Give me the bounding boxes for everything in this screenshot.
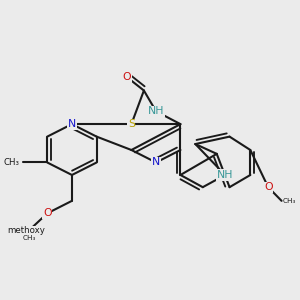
Text: N: N xyxy=(152,158,160,167)
Text: NH: NH xyxy=(148,106,164,116)
Text: O: O xyxy=(123,72,131,82)
Text: S: S xyxy=(128,119,135,129)
Text: CH₃: CH₃ xyxy=(283,198,296,204)
Text: O: O xyxy=(43,208,52,218)
Text: O: O xyxy=(264,182,272,192)
Text: NH: NH xyxy=(217,170,233,180)
Text: CH₃: CH₃ xyxy=(22,235,35,241)
Text: CH₃: CH₃ xyxy=(4,158,20,167)
Text: methoxy: methoxy xyxy=(8,226,45,235)
Text: N: N xyxy=(68,119,76,129)
